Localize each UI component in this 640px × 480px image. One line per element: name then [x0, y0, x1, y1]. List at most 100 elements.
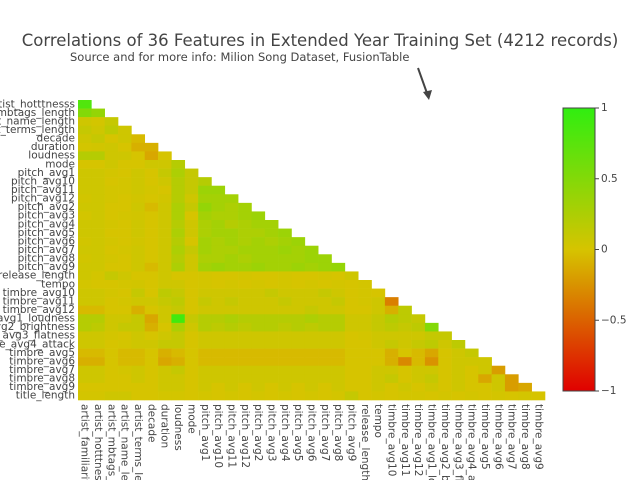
- heatmap-cell: [158, 237, 172, 247]
- heatmap-cell: [118, 382, 132, 392]
- heatmap-cell: [318, 391, 332, 401]
- y-tick-label: pitch_avg5: [18, 227, 75, 239]
- heatmap-cell: [224, 202, 239, 212]
- heatmap-cell: [411, 322, 426, 332]
- x-tick-label: pitch_avg7: [319, 404, 331, 461]
- heatmap-cell: [371, 297, 386, 307]
- heatmap-cell: [238, 314, 252, 324]
- x-tick-label: pitch_avg8: [332, 404, 344, 461]
- heatmap-cell: [344, 331, 359, 341]
- heatmap-cell: [331, 382, 346, 392]
- heatmap-cell: [198, 322, 212, 332]
- heatmap-cell: [278, 357, 292, 367]
- x-tick-label: timbre_avg6: [492, 404, 504, 470]
- heatmap-cell: [251, 365, 266, 375]
- y-tick-label: timbre_avg5: [9, 347, 75, 359]
- heatmap-cell: [118, 348, 132, 358]
- heatmap-cell: [211, 220, 226, 229]
- heatmap-cell: [144, 374, 159, 384]
- heatmap-cell: [144, 271, 159, 281]
- heatmap-cell: [91, 160, 105, 169]
- heatmap-cell: [211, 280, 226, 289]
- heatmap-cell: [104, 228, 119, 238]
- heatmap-cell: [238, 391, 252, 401]
- heatmap-cell: [144, 220, 159, 229]
- y-tick-label: pitch_avg11: [11, 184, 75, 196]
- heatmap-cell: [131, 374, 146, 384]
- heatmap-cell: [344, 340, 359, 349]
- heatmap-cell: [238, 254, 252, 264]
- x-tick-label: pitch_avg3: [265, 404, 277, 461]
- x-tick-label: timbre_avg5: [479, 404, 491, 470]
- heatmap-cell: [251, 305, 266, 315]
- heatmap-cell: [384, 348, 399, 358]
- heatmap-cell: [198, 228, 212, 238]
- heatmap-cell: [131, 382, 146, 392]
- heatmap-cell: [411, 365, 426, 375]
- heatmap-cell: [104, 202, 119, 212]
- heatmap-cell: [171, 340, 186, 349]
- heatmap-cell: [224, 271, 239, 281]
- heatmap-cell: [171, 160, 186, 169]
- heatmap-cell: [291, 271, 306, 281]
- heatmap-cell: [384, 365, 399, 375]
- x-tick-label: pitch_avg2: [252, 404, 264, 461]
- heatmap-cell: [198, 331, 212, 341]
- y-tick-label: artist_name_length: [0, 115, 75, 127]
- heatmap-cell: [104, 262, 119, 272]
- heatmap-cell: [158, 280, 172, 289]
- heatmap-cell: [318, 322, 332, 332]
- chart-title: Correlations of 36 Features in Extended …: [22, 31, 619, 50]
- heatmap-cell: [118, 194, 132, 204]
- heatmap-cell: [158, 262, 172, 272]
- heatmap-cell: [278, 305, 292, 315]
- heatmap-cell: [211, 357, 226, 367]
- heatmap-cell: [131, 314, 146, 324]
- heatmap-cell: [118, 365, 132, 375]
- heatmap-cell: [264, 382, 279, 392]
- heatmap-cell: [78, 391, 92, 401]
- heatmap-cell: [171, 365, 186, 375]
- y-tick-label: artist_hotttnesss: [0, 98, 75, 110]
- heatmap-cell: [184, 254, 199, 264]
- heatmap-cell: [318, 288, 332, 298]
- heatmap-cell: [78, 331, 92, 341]
- heatmap-cell: [304, 271, 319, 281]
- heatmap-cell: [344, 391, 359, 401]
- heatmap-cell: [224, 374, 239, 384]
- heatmap-cell: [211, 288, 226, 298]
- heatmap-cell: [424, 331, 439, 341]
- heatmap-cell: [384, 357, 399, 367]
- heatmap-cell: [91, 134, 105, 144]
- heatmap-cell: [251, 271, 266, 281]
- heatmap-cell: [78, 220, 92, 229]
- heatmap-cell: [278, 382, 292, 392]
- heatmap-cell: [278, 280, 292, 289]
- heatmap-cell: [211, 314, 226, 324]
- heatmap-cell: [171, 331, 186, 341]
- heatmap-cell: [118, 220, 132, 229]
- y-tick-label: timbre_avg1_loudness: [0, 313, 75, 325]
- heatmap-cell: [184, 271, 199, 281]
- heatmap-cell: [144, 211, 159, 221]
- heatmap-cell: [371, 314, 386, 324]
- heatmap-cell: [91, 194, 105, 204]
- heatmap-cell: [344, 322, 359, 332]
- heatmap-cell: [211, 245, 226, 255]
- heatmap-cell: [144, 168, 159, 178]
- heatmap-cell: [171, 245, 186, 255]
- heatmap-cell: [264, 288, 279, 298]
- heatmap-cell: [264, 391, 279, 401]
- heatmap-cell: [211, 331, 226, 341]
- heatmap-cell: [104, 382, 119, 392]
- heatmap-cell: [91, 228, 105, 238]
- heatmap-cell: [331, 391, 346, 401]
- heatmap-cell: [291, 245, 306, 255]
- heatmap-cell: [118, 125, 132, 135]
- x-tick-label: release_length: [359, 404, 371, 480]
- heatmap-cell: [104, 220, 119, 229]
- heatmap-cell: [291, 305, 306, 315]
- y-tick-label: mode: [45, 158, 75, 170]
- heatmap-cell: [438, 348, 452, 358]
- heatmap-cell: [78, 322, 92, 332]
